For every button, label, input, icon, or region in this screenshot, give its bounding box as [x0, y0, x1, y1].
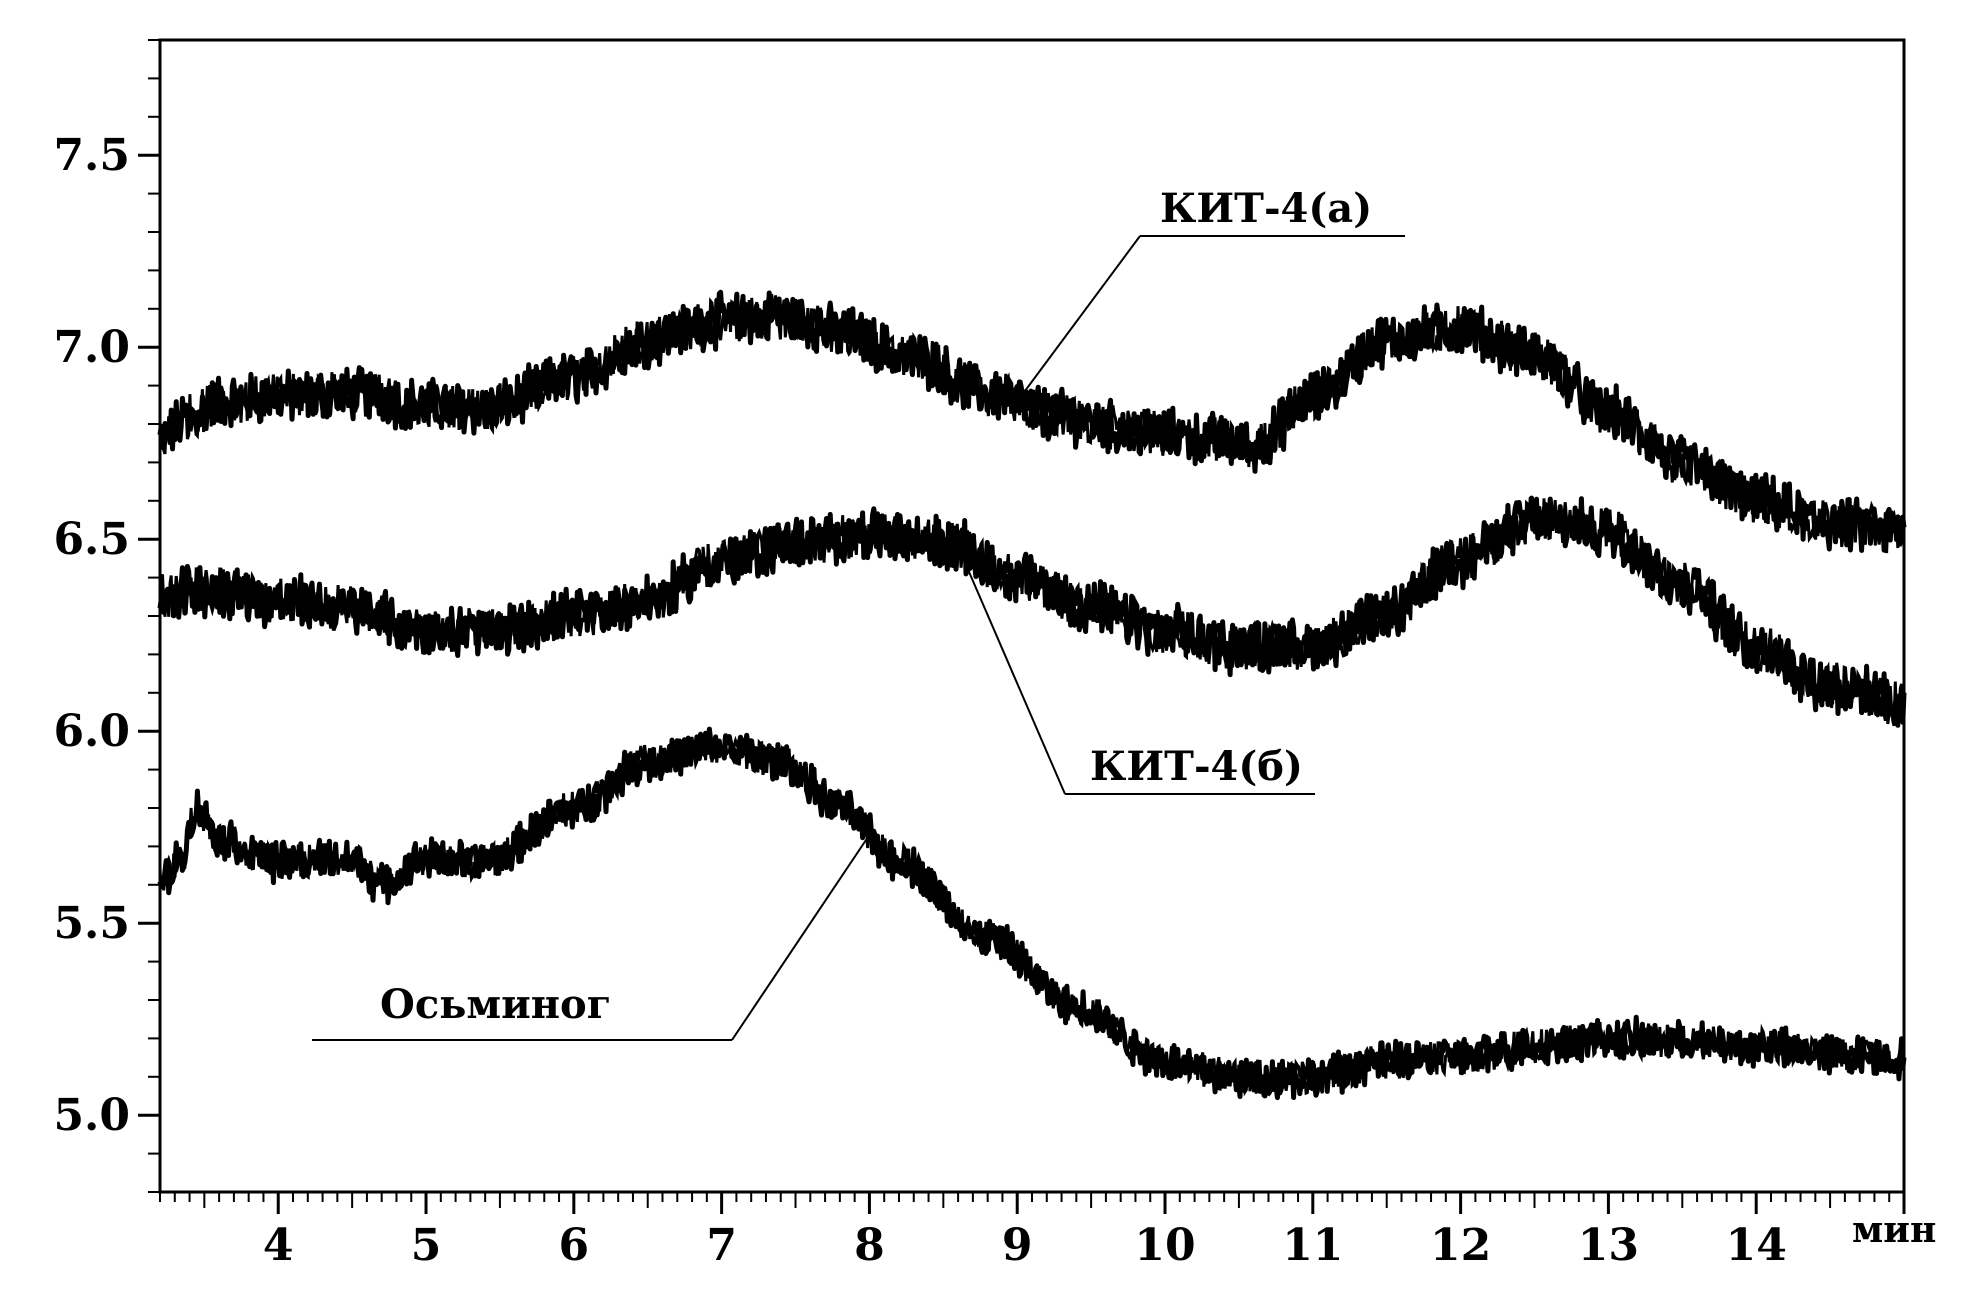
series-annotation-label: КИТ-4(а) — [1160, 185, 1372, 232]
y-tick-label: 7.5 — [53, 130, 130, 181]
y-tick-label: 7.0 — [53, 322, 130, 373]
annotation-layer: КИТ-4(а) КИТ-4(б) Осьминог — [312, 185, 1405, 1041]
x-tick-label: 14 — [1726, 1220, 1787, 1271]
series-line-2-noise — [158, 732, 1906, 1099]
x-unit-label: мин — [1852, 1209, 1936, 1251]
series-layer — [157, 289, 1907, 1101]
x-tick-label: 5 — [411, 1220, 442, 1271]
x-tick-label: 11 — [1282, 1220, 1343, 1271]
series-line-1-noise — [158, 497, 1906, 727]
ticks-layer — [138, 39, 1906, 1214]
y-tick-label: 5.5 — [53, 898, 130, 949]
x-tick-label: 13 — [1578, 1220, 1639, 1271]
annotation-leader-line — [1016, 235, 1141, 402]
x-tick-label: 9 — [1002, 1220, 1033, 1271]
y-tick-label: 6.0 — [53, 706, 130, 757]
x-tick-label: 10 — [1134, 1220, 1195, 1271]
x-tick-label: 8 — [854, 1220, 885, 1271]
annotation-leader-line — [731, 834, 871, 1041]
series-line-0-noise — [158, 293, 1906, 554]
annotation-leader-line — [957, 546, 1066, 795]
x-tick-label: 6 — [559, 1220, 590, 1271]
y-tick-label: 5.0 — [53, 1090, 130, 1141]
series-annotation-label: Осьминог — [380, 981, 611, 1028]
series-annotation-label: КИТ-4(б) — [1090, 743, 1303, 790]
x-tick-label: 7 — [706, 1220, 737, 1271]
tick-labels-layer: 4 5 6 7 8 9 10 11 12 13 14 5.0 5.5 6.0 6.5 7.0 7.5 — [53, 130, 1786, 1271]
y-tick-label: 6.5 — [53, 514, 130, 565]
x-tick-label: 4 — [263, 1220, 294, 1271]
x-tick-label: 12 — [1430, 1220, 1491, 1271]
